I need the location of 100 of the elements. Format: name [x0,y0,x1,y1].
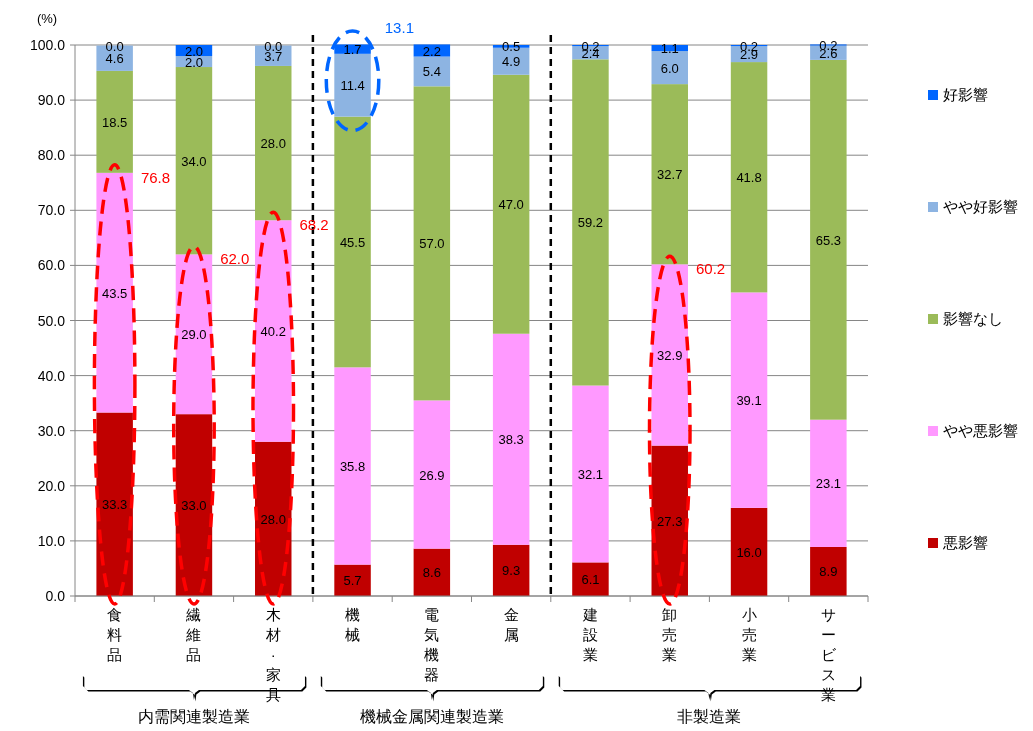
data-label: 32.1 [577,466,604,482]
data-label: 41.8 [736,170,762,186]
data-label: 23.1 [815,476,842,492]
annotation: 60.2 [695,260,726,278]
bar [651,264,688,446]
bar [96,70,133,173]
x-tick-label: 食料品 [107,606,123,663]
data-label: 32.9 [657,347,683,363]
data-label: 8.9 [819,564,838,580]
bar [492,544,530,596]
data-label: 28.0 [260,136,286,152]
data-label: 2.0 [184,43,203,59]
bar [255,220,292,442]
bar [492,333,530,545]
bar [572,562,609,596]
data-label: 9.3 [502,563,521,579]
x-tick-label: 金属 [503,606,519,643]
annotation: 13.1 [384,19,414,36]
bar [334,564,371,596]
data-label: 33.3 [101,497,128,513]
y-tick-label: 10.0 [37,532,66,549]
data-label: 18.5 [101,114,128,130]
text: 機械金属関連製造業 [359,708,504,725]
data-label: 6.1 [581,572,600,588]
data-label: 33.0 [181,498,207,514]
legend-label: 好影響 [943,86,988,103]
x-tick-label: 電気機器 [424,606,440,683]
y-tick-label: 60.0 [37,257,66,274]
x-tick-label: 建設業 [581,606,598,663]
bar [255,65,292,221]
data-label: 4.6 [105,51,124,67]
bar [730,292,768,508]
bar [730,62,768,293]
data-label: 59.2 [577,215,604,231]
data-label: 6.0 [660,60,679,76]
bar [651,84,688,265]
data-label: 0.0 [105,38,124,54]
data-label: 32.7 [657,167,683,183]
bar [334,116,371,368]
data-label: 29.0 [181,327,207,343]
legend-label: やや好影響 [943,198,1018,215]
data-label: 57.0 [419,236,445,252]
data-label: 5.7 [343,573,362,589]
bar [96,412,133,596]
annotation: 68.2 [299,216,329,234]
bar [492,74,530,334]
bar [175,414,213,596]
data-label: 26.9 [419,467,445,483]
data-label: 5.4 [422,64,441,80]
bar [413,548,451,596]
bar [730,507,768,596]
y-tick-label: 0.0 [45,588,66,604]
y-tick-label: 30.0 [37,422,66,439]
bar [334,53,371,117]
data-label: 11.4 [340,78,365,94]
data-label: 40.2 [260,323,286,339]
y-axis-title: (%) [36,11,58,26]
y-tick-label: 70.0 [37,202,66,219]
y-tick-label: 40.0 [37,367,66,384]
annotation: 62.0 [220,250,250,268]
bar [96,172,133,413]
data-label: 43.5 [101,285,128,301]
x-tick-label: 繊維品 [185,606,202,663]
bar [334,367,371,565]
data-label: 47.0 [498,197,524,213]
data-label: 4.9 [502,54,521,70]
bar [572,59,609,386]
legend-label: やや悪影響 [943,422,1018,439]
data-label: 27.3 [657,513,683,529]
x-tick-label: 卸売業 [662,606,678,663]
bar [810,59,847,420]
data-label: 38.3 [498,432,524,448]
x-tick-label: 小売業 [741,606,757,663]
data-label: 34.0 [181,153,207,169]
y-tick-label: 20.0 [37,477,66,494]
bar [413,400,451,549]
y-tick-label: 100.0 [29,37,66,53]
bar [810,546,847,596]
text: 非製造業 [677,708,742,725]
data-label: 8.6 [422,565,441,581]
data-label: 45.5 [339,234,366,250]
y-tick-label: 50.0 [37,312,66,329]
bar [572,385,609,563]
data-label: 35.8 [339,458,366,474]
data-label: 16.0 [736,544,762,560]
bar [413,86,451,401]
bar [810,419,847,547]
y-tick-label: 80.0 [37,147,66,164]
data-label: 1.7 [343,42,362,58]
legend-label: 悪影響 [942,534,988,551]
data-label: 65.3 [815,232,842,248]
legend-label: 影響なし [943,310,1003,327]
y-tick-label: 90.0 [37,92,66,109]
x-tick-label: 機械 [345,606,361,643]
bar [175,67,213,255]
text: 内需関連製造業 [137,708,250,725]
data-label: 28.0 [260,511,286,527]
annotation: 76.8 [140,168,171,186]
data-label: 2.2 [422,43,441,59]
data-label: 39.1 [736,393,762,409]
